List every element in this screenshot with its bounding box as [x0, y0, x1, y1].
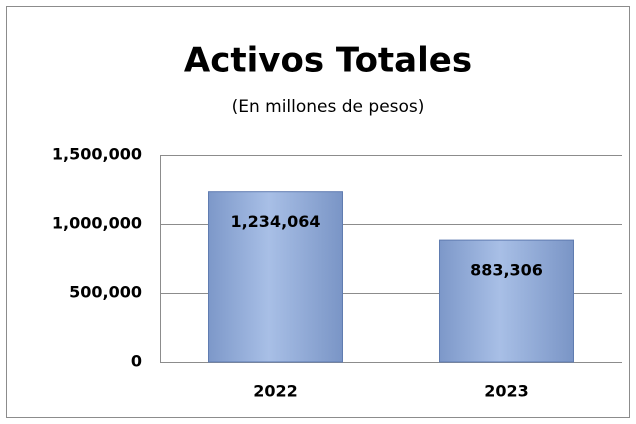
data-label: 1,234,064	[230, 212, 320, 231]
bar	[208, 191, 343, 363]
y-tick-label: 1,000,000	[52, 214, 142, 233]
y-tick-label: 0	[131, 352, 142, 371]
chart-subtitle: (En millones de pesos)	[232, 97, 425, 117]
x-tick-label: 2022	[253, 382, 298, 401]
x-tick-label: 2023	[484, 382, 529, 401]
y-tick-label: 1,500,000	[52, 145, 142, 164]
y-tick-label: 500,000	[69, 283, 142, 302]
data-label: 883,306	[470, 261, 543, 280]
chart-title: Activos Totales	[184, 41, 472, 81]
bar	[439, 239, 574, 363]
